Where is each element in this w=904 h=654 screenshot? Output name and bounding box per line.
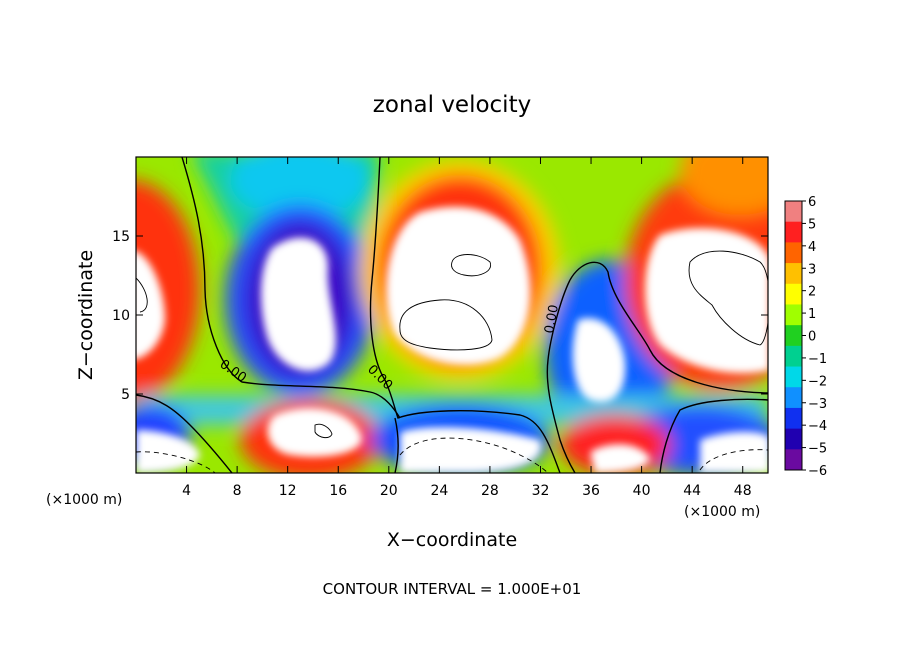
interval-contours bbox=[136, 250, 768, 439]
colorbar-tick-label: 6 bbox=[808, 195, 816, 210]
x-unit-label-right: (×1000 m) bbox=[684, 504, 760, 520]
zero-contour-center bbox=[369, 157, 561, 473]
colorbar-tick-label: 4 bbox=[808, 240, 816, 255]
zero-contour-right-down bbox=[546, 279, 576, 473]
zero-contour-center-down bbox=[394, 417, 399, 473]
zero-contours bbox=[136, 157, 768, 473]
colorbar: 6 5 4 3 2 1 0 −1 −2 −3 −4 −5 −6 bbox=[784, 195, 827, 479]
colorbar-tick-label: 3 bbox=[808, 262, 816, 277]
x-tick-label: 4 bbox=[182, 483, 191, 499]
zero-contour-bottom-left bbox=[136, 394, 233, 473]
contour-left-edge bbox=[136, 277, 148, 313]
heatmap-field: 0.00 0.00 0.00 bbox=[136, 157, 768, 473]
region-white-left-low bbox=[260, 237, 336, 371]
y-tick-label: 15 bbox=[112, 229, 130, 245]
colorbar-swatch bbox=[785, 201, 802, 223]
colorbar-tick-label: −4 bbox=[808, 419, 827, 434]
x-tick-label: 28 bbox=[481, 483, 499, 499]
colorbar-swatch bbox=[785, 263, 802, 285]
y-tick-label: 5 bbox=[121, 387, 130, 403]
colorbar-tick-label: −6 bbox=[808, 464, 827, 479]
zero-contour-left bbox=[181, 157, 401, 419]
x-tick-label: 8 bbox=[233, 483, 242, 499]
y-tick-label: 10 bbox=[112, 308, 130, 324]
dashed-contour-bottom-left bbox=[136, 451, 216, 473]
x-tick-label: 40 bbox=[633, 483, 651, 499]
colorbar-swatch bbox=[785, 304, 802, 326]
contour-center-inner bbox=[399, 299, 493, 351]
region-cyan-blob bbox=[230, 157, 370, 220]
x-tick-label: 36 bbox=[582, 483, 600, 499]
colorbar-swatch bbox=[785, 387, 802, 409]
colorbar-tick-label: 5 bbox=[808, 217, 816, 232]
x-tick-label: 32 bbox=[532, 483, 550, 499]
colorbar-swatch bbox=[785, 428, 802, 450]
y-axis-label: Z−coordinate bbox=[75, 250, 97, 380]
x-tick-label: 44 bbox=[683, 483, 701, 499]
x-tick-label: 16 bbox=[329, 483, 347, 499]
colorbar-tick-label: 1 bbox=[808, 307, 816, 322]
chart-title: zonal velocity bbox=[373, 92, 531, 118]
region-white-bottom-left-edge bbox=[136, 430, 200, 473]
region-white-bottom-right bbox=[590, 444, 650, 473]
colorbar-tick-label: 2 bbox=[808, 285, 816, 300]
x-tick-label: 48 bbox=[734, 483, 752, 499]
colorbar-swatch bbox=[785, 407, 802, 430]
colorbar-swatch bbox=[785, 325, 802, 347]
x-tick-label: 12 bbox=[279, 483, 297, 499]
region-white-bottom-right-edge bbox=[700, 431, 768, 473]
zero-contour-far-right bbox=[659, 398, 768, 473]
region-white-right-low bbox=[572, 318, 626, 403]
colorbar-swatch bbox=[785, 221, 802, 243]
zero-contour-right bbox=[569, 261, 768, 394]
colorbar-tick-label: 0 bbox=[808, 330, 816, 345]
colorbar-swatch bbox=[785, 242, 802, 264]
x-tick-label: 24 bbox=[430, 483, 448, 499]
y-axis-ticks: 5 10 15 bbox=[112, 229, 768, 403]
colorbar-swatch bbox=[785, 366, 802, 388]
contour-bottom-small bbox=[314, 423, 333, 439]
x-tick-label: 20 bbox=[380, 483, 398, 499]
region-white-bottom-left bbox=[267, 408, 362, 457]
contour-right-inner bbox=[688, 250, 768, 346]
x-axis-label: X−coordinate bbox=[387, 529, 517, 551]
contour-center-core bbox=[451, 254, 492, 277]
colorbar-tick-label: −2 bbox=[808, 374, 827, 389]
negative-contours bbox=[136, 437, 768, 473]
region-white-left-edge bbox=[136, 251, 165, 360]
x-unit-label-left: (×1000 m) bbox=[46, 492, 122, 508]
x-axis-ticks: 4 8 12 16 20 24 28 32 36 40 44 48 bbox=[182, 157, 752, 499]
contour-interval-note: CONTOUR INTERVAL = 1.000E+01 bbox=[323, 580, 582, 598]
region-orange-top bbox=[680, 157, 768, 215]
colorbar-swatch bbox=[785, 345, 802, 368]
colorbar-tick-label: −5 bbox=[808, 442, 827, 457]
contour-label-zero-right: 0.00 bbox=[542, 304, 562, 335]
colorbar-tick-label: −1 bbox=[808, 352, 827, 367]
dashed-contour-bottom-right bbox=[699, 449, 768, 471]
region-white-center-high bbox=[386, 206, 531, 365]
colorbar-swatch bbox=[785, 283, 802, 305]
colorbar-swatch bbox=[785, 449, 802, 471]
colorbar-tick-label: −3 bbox=[808, 397, 827, 412]
